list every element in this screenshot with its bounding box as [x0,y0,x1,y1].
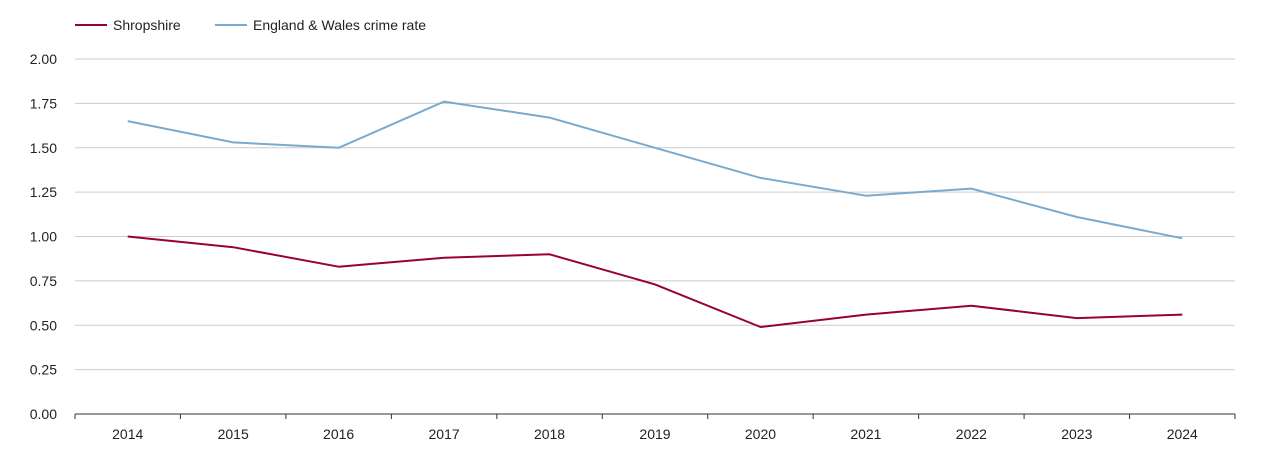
gridlines [75,58,1235,371]
series-lines [127,100,1183,328]
x-tick-label: 2024 [1167,426,1198,442]
y-tick-label: 1.00 [30,229,57,245]
series-line-shropshire[interactable] [127,235,1183,328]
y-axis: 0.00 0.25 0.50 0.75 1.00 1.25 1.50 1.75 2.00 [30,51,57,422]
legend-item-shropshire[interactable]: Shropshire [75,17,181,33]
y-tick-label: 2.00 [30,51,57,67]
x-tick-label: 2022 [956,426,987,442]
y-tick-label: 1.50 [30,140,57,156]
x-tick-label: 2020 [745,426,776,442]
y-tick-label: 0.75 [30,273,57,289]
x-tick-label: 2015 [218,426,249,442]
legend: Shropshire England & Wales crime rate [75,17,426,33]
x-tick-label: 2016 [323,426,354,442]
y-tick-label: 1.25 [30,184,57,200]
x-tick-label: 2017 [429,426,460,442]
x-axis: 2014 2015 2016 2017 2018 2019 2020 2021 2022 2023… [74,413,1236,442]
x-tick-label: 2018 [534,426,565,442]
x-tick-label: 2019 [639,426,670,442]
x-tick-label: 2023 [1061,426,1092,442]
y-tick-label: 0.25 [30,362,57,378]
legend-label-shropshire: Shropshire [113,17,181,33]
y-tick-label: 0.50 [30,317,57,333]
series-line-england-wales-crime-rate[interactable] [127,100,1183,240]
legend-item-england-wales[interactable]: England & Wales crime rate [215,17,426,33]
x-tick-label: 2014 [112,426,143,442]
y-tick-label: 1.75 [30,95,57,111]
x-tick-label: 2021 [850,426,881,442]
y-tick-label: 0.00 [30,406,57,422]
legend-label-england-wales: England & Wales crime rate [253,17,426,33]
